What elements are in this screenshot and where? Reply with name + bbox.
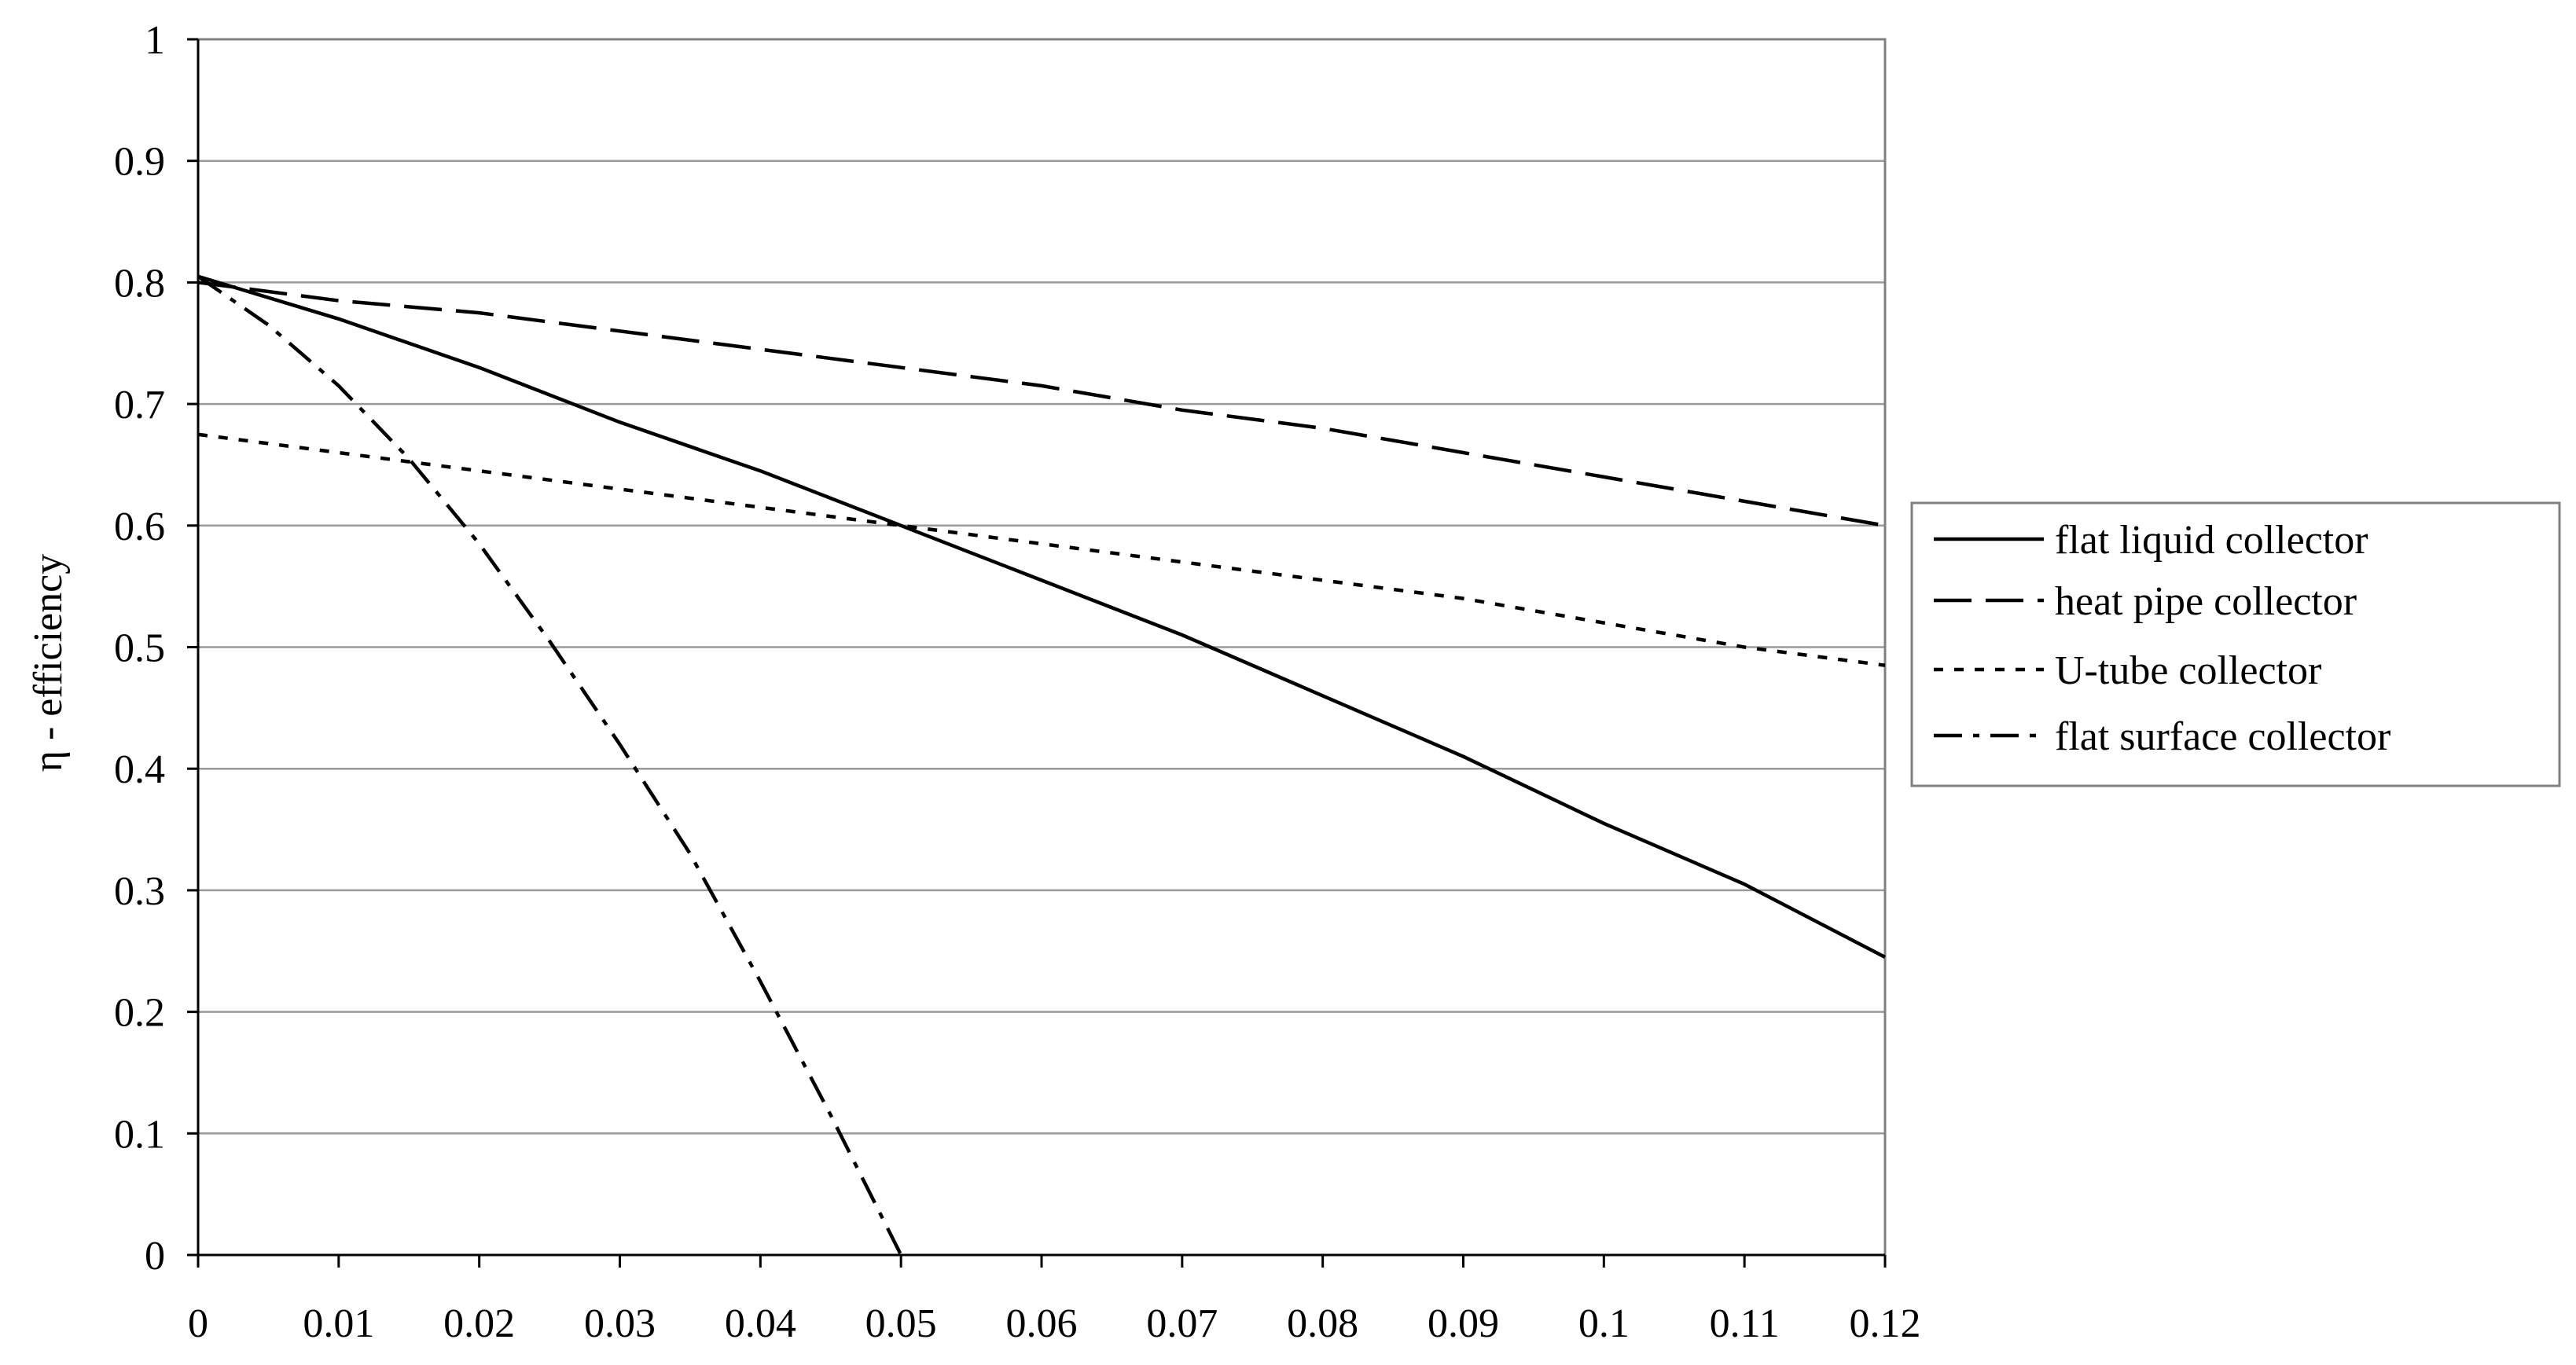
x-tick-label: 0.1 [1578, 1301, 1630, 1346]
x-tick-label: 0.07 [1146, 1301, 1218, 1346]
x-tick-label: 0.05 [865, 1301, 937, 1346]
y-tick-label: 0.3 [114, 869, 165, 914]
x-tick-label: 0.09 [1428, 1301, 1499, 1346]
y-tick-label: 0.9 [114, 140, 165, 185]
y-tick-label: 1 [145, 18, 165, 63]
y-tick-label: 0.6 [114, 505, 165, 549]
legend-label: flat surface collector [2055, 714, 2390, 759]
series-line-1 [197, 274, 1887, 959]
legend-label: U-tube collector [2055, 648, 2321, 693]
x-tick-label: 0.02 [443, 1301, 515, 1346]
x-tick-label: 0 [188, 1301, 208, 1346]
y-tick-label: 0.1 [114, 1112, 165, 1157]
y-tick-label: 0.8 [114, 261, 165, 306]
y-tick-label: 0.2 [114, 991, 165, 1036]
x-tick-label: 0.12 [1850, 1301, 1921, 1346]
legend-label: flat liquid collector [2055, 518, 2368, 563]
y-tick-label: 0.5 [114, 626, 165, 671]
y-tick-label: 0.4 [114, 747, 165, 792]
legend-label: heat pipe collector [2055, 579, 2357, 624]
series-lines [197, 274, 1887, 1257]
axes: 0 0.1 0.2 0.3 0.4 0.5 0.6 0.7 0.8 0.9 1 0 0.01 0.02 0.… [114, 18, 1921, 1346]
x-tick-label: 0.06 [1006, 1301, 1078, 1346]
series-line-4 [197, 274, 903, 1257]
y-tick-label: 0 [145, 1234, 165, 1279]
x-tick-label: 0.11 [1710, 1301, 1780, 1346]
gridlines [198, 38, 1885, 1135]
x-tick-label: 0.04 [725, 1301, 796, 1346]
legend: flat liquid collector heat pipe collector… [1910, 501, 2561, 787]
x-tick-label: 0.01 [303, 1301, 374, 1346]
x-tick-label: 0.03 [584, 1301, 656, 1346]
legend-box [1910, 501, 2561, 787]
series-line-2 [197, 281, 1886, 528]
y-axis-label: η - efficiency [26, 554, 71, 772]
y-tick-label: 0.7 [114, 383, 165, 427]
x-tick-label: 0.08 [1287, 1301, 1358, 1346]
series-line-3 [197, 432, 1886, 667]
